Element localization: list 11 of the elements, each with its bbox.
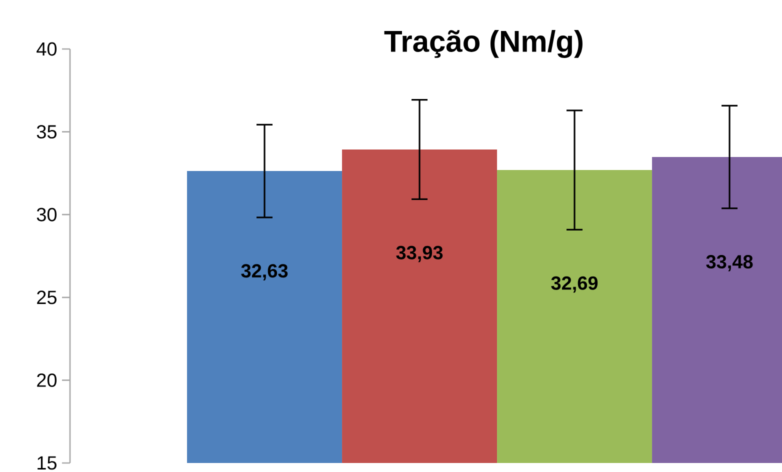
y-tick-label: 25 [37,290,56,304]
y-tick-label: 35 [36,125,56,139]
y-tick-label: 15 [38,456,56,470]
y-tick-label: 30 [36,208,57,222]
data-label: 32,69 [551,276,598,293]
y-tick-label: 20 [37,373,57,387]
data-label: 32,63 [241,264,288,280]
data-label: 33,48 [706,255,753,272]
chart-title: Tração (Nm/g) [384,30,582,58]
data-label: 33,93 [396,246,443,262]
y-tick-label: 40 [36,42,57,56]
